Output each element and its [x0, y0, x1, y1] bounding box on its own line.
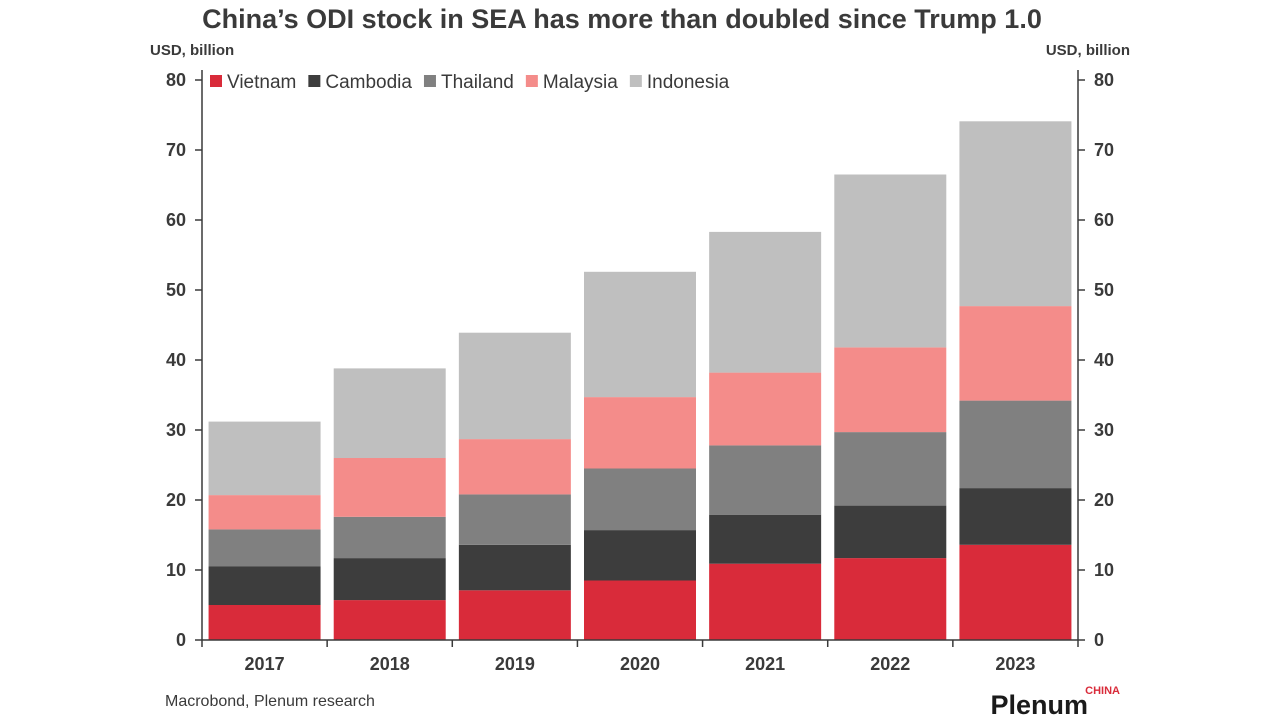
- legend-label-thailand: Thailand: [441, 72, 514, 93]
- bar-vietnam-2017: [208, 605, 321, 640]
- bar-malaysia-2019: [458, 439, 571, 495]
- y-tick-label-left: 60: [166, 210, 186, 230]
- legend-swatch-thailand: [423, 75, 436, 87]
- bar-cambodia-2020: [584, 530, 696, 581]
- y-tick-label-right: 70: [1094, 140, 1114, 160]
- bar-thailand-2023: [959, 400, 1072, 489]
- legend-label-indonesia: Indonesia: [647, 72, 730, 93]
- y-tick-label-right: 10: [1094, 560, 1114, 580]
- bar-thailand-2019: [458, 494, 571, 545]
- bar-vietnam-2023: [959, 544, 1072, 640]
- y-axis-label-left: USD, billion: [150, 42, 234, 59]
- bar-cambodia-2021: [709, 514, 822, 564]
- bar-thailand-2018: [333, 516, 446, 559]
- legend-swatch-vietnam: [210, 75, 222, 87]
- x-tick-label-2021: 2021: [745, 654, 785, 674]
- bar-indonesia-2018: [333, 368, 446, 458]
- bar-vietnam-2020: [584, 580, 696, 640]
- legend-label-malaysia: Malaysia: [543, 72, 618, 93]
- bar-indonesia-2021: [709, 231, 822, 373]
- x-tick-label-2023: 2023: [995, 654, 1035, 674]
- legend-swatch-cambodia: [308, 75, 321, 87]
- y-tick-label-left: 0: [176, 630, 186, 650]
- bar-malaysia-2023: [959, 306, 1072, 401]
- y-tick-label-right: 60: [1094, 210, 1114, 230]
- bar-cambodia-2023: [959, 488, 1072, 545]
- x-tick-label-2020: 2020: [620, 654, 660, 674]
- bars: [208, 121, 1072, 640]
- y-tick-label-right: 80: [1094, 70, 1114, 90]
- bar-malaysia-2017: [208, 495, 321, 530]
- y-tick-label-right: 40: [1094, 350, 1114, 370]
- bar-cambodia-2018: [333, 558, 446, 601]
- bar-vietnam-2019: [458, 590, 571, 640]
- y-tick-label-left: 40: [166, 350, 186, 370]
- legend: Vietnam Cambodia Thailand Malaysia Indonesia: [210, 72, 730, 93]
- bar-cambodia-2017: [208, 566, 321, 605]
- bar-malaysia-2018: [333, 458, 446, 517]
- bar-indonesia-2017: [208, 421, 321, 496]
- legend-label-cambodia: Cambodia: [325, 72, 412, 93]
- y-tick-label-left: 10: [166, 560, 186, 580]
- bar-thailand-2020: [584, 468, 696, 531]
- y-tick-label-right: 50: [1094, 280, 1114, 300]
- bar-thailand-2021: [709, 445, 822, 515]
- source-note: Macrobond, Plenum research: [165, 693, 375, 710]
- brand-logo: Plenum CHINA: [990, 685, 1120, 720]
- legend-swatch-malaysia: [525, 75, 538, 87]
- y-tick-label-left: 50: [166, 280, 186, 300]
- chart-title: China’s ODI stock in SEA has more than d…: [202, 4, 1042, 34]
- y-axis-label-right: USD, billion: [1046, 42, 1130, 59]
- bar-thailand-2017: [208, 529, 321, 567]
- bar-cambodia-2019: [458, 544, 571, 591]
- bar-vietnam-2018: [333, 600, 446, 640]
- bar-indonesia-2022: [834, 174, 947, 348]
- x-tick-label-2019: 2019: [495, 654, 535, 674]
- bar-malaysia-2021: [709, 372, 822, 446]
- y-tick-label-left: 30: [166, 420, 186, 440]
- y-tick-label-left: 20: [166, 490, 186, 510]
- brand-name: Plenum: [990, 690, 1088, 720]
- bar-vietnam-2022: [834, 558, 947, 640]
- x-tick-label-2018: 2018: [370, 654, 410, 674]
- y-tick-label-right: 30: [1094, 420, 1114, 440]
- bar-thailand-2022: [834, 432, 947, 506]
- bar-indonesia-2023: [959, 121, 1072, 307]
- brand-sub: CHINA: [1085, 685, 1120, 697]
- bar-cambodia-2022: [834, 505, 947, 559]
- y-tick-label-left: 70: [166, 140, 186, 160]
- y-tick-label-right: 0: [1094, 630, 1104, 650]
- bar-vietnam-2021: [709, 563, 822, 640]
- legend-label-vietnam: Vietnam: [227, 72, 296, 93]
- bar-malaysia-2022: [834, 347, 947, 433]
- x-tick-label-2017: 2017: [245, 654, 285, 674]
- bar-malaysia-2020: [584, 397, 696, 469]
- legend-swatch-indonesia: [629, 75, 642, 87]
- bar-indonesia-2020: [584, 271, 696, 398]
- x-tick-label-2022: 2022: [870, 654, 910, 674]
- y-tick-label-right: 20: [1094, 490, 1114, 510]
- y-tick-label-left: 80: [166, 70, 186, 90]
- bar-indonesia-2019: [458, 332, 571, 440]
